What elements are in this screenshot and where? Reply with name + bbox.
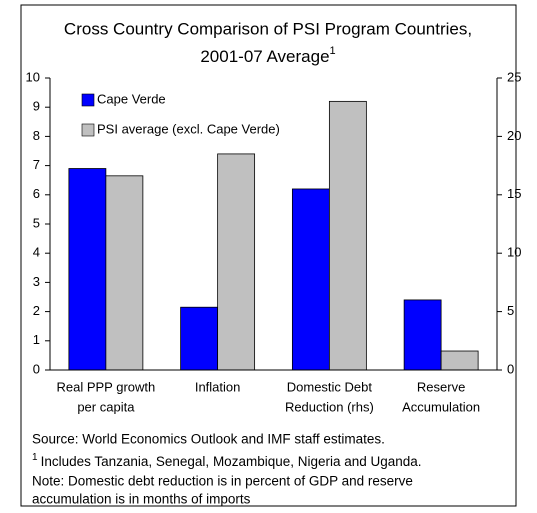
note: accumulation is in months of imports (32, 492, 251, 507)
x-tick-label: per capita (77, 399, 135, 414)
bar (217, 153, 256, 371)
footnote: 1 Includes Tanzania, Senegal, Mozambique,… (32, 452, 422, 469)
bar (440, 350, 479, 371)
bar (291, 188, 330, 371)
bar (105, 175, 144, 371)
y2-tick-label: 5 (507, 303, 514, 318)
bar (180, 306, 219, 371)
legend-swatch (81, 123, 95, 137)
x-tick-label: Domestic Debt (287, 379, 373, 394)
x-tick-label: Inflation (195, 379, 241, 394)
bar (328, 100, 367, 371)
y-tick-label: 9 (33, 99, 40, 114)
y2-tick-label: 15 (507, 186, 521, 201)
y2-tick-label: 25 (507, 69, 521, 84)
y-tick-label: 4 (33, 245, 40, 260)
x-tick-label: Accumulation (402, 399, 480, 414)
y-tick-label: 0 (33, 361, 40, 376)
y-tick-label: 6 (33, 186, 40, 201)
y-tick-label: 7 (33, 157, 40, 172)
title-marker: 1 (330, 45, 336, 57)
y2-tick-label: 10 (507, 245, 521, 260)
y-tick-label: 8 (33, 128, 40, 143)
note: Note: Domestic debt reduction is in perc… (32, 474, 413, 489)
footnote-marker: 1 (32, 452, 38, 463)
bar (403, 299, 442, 371)
chart-title: Cross Country Comparison of PSI Program … (64, 19, 472, 38)
y-tick-label: 10 (26, 69, 40, 84)
bar (68, 168, 107, 371)
y-tick-label: 3 (33, 274, 40, 289)
y-tick-label: 1 (33, 332, 40, 347)
y-tick-label: 2 (33, 303, 40, 318)
y2-tick-label: 0 (507, 361, 514, 376)
footnote-text: Includes Tanzania, Senegal, Mozambique, … (41, 454, 422, 469)
x-tick-label: Real PPP growth (56, 379, 155, 394)
legend-label: Cape Verde (97, 91, 166, 106)
chart-title: 2001-07 Average (200, 47, 329, 66)
y2-tick-label: 20 (507, 128, 521, 143)
legend-label: PSI average (excl. Cape Verde) (97, 121, 280, 136)
chart-title: 2001-07 Average1 (200, 45, 335, 67)
y-tick-label: 5 (33, 215, 40, 230)
source-note: Source: World Economics Outlook and IMF … (32, 432, 385, 447)
legend-swatch (81, 93, 95, 107)
frame (20, 4, 517, 507)
x-tick-label: Reduction (rhs) (285, 399, 374, 414)
x-tick-label: Reserve (417, 379, 465, 394)
